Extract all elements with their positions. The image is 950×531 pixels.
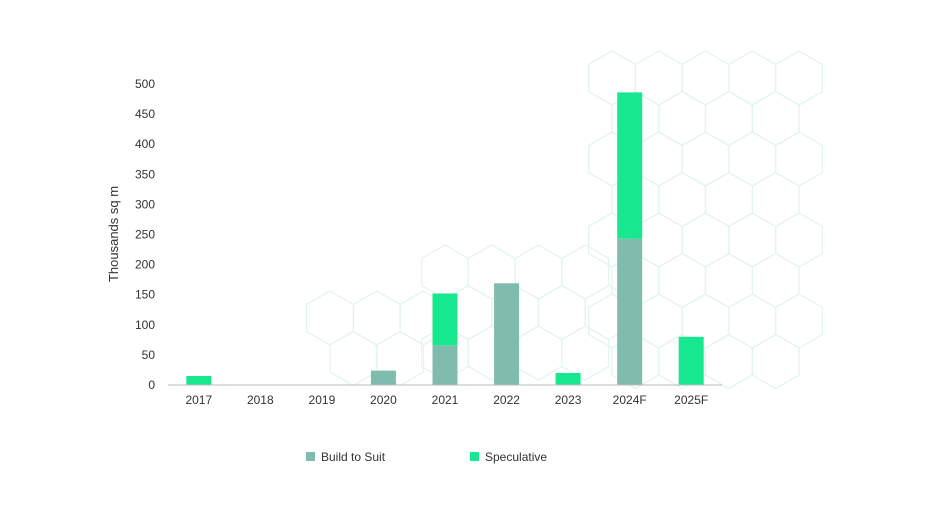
- y-tick-label: 450: [135, 107, 155, 121]
- hexagon-shape: [634, 293, 683, 349]
- legend-label: Build to Suit: [321, 450, 386, 464]
- hexagon-shape: [728, 50, 777, 106]
- bar-speculative-2024f: [617, 92, 643, 239]
- x-tick-label: 2024F: [613, 393, 647, 407]
- x-tick-label: 2018: [247, 393, 274, 407]
- hexagon-shape: [704, 252, 753, 309]
- legend-swatch: [306, 452, 315, 461]
- hexagon-shape: [728, 293, 777, 349]
- y-tick-label: 500: [135, 77, 155, 91]
- hexagon-shape: [775, 131, 824, 187]
- y-tick-label: 50: [142, 348, 156, 362]
- bar-speculative-2021: [432, 293, 458, 346]
- hexagon-shape: [681, 212, 730, 268]
- hexagon-shape: [561, 325, 610, 381]
- bar-speculative-2017: [186, 376, 212, 385]
- y-tick-label: 200: [135, 258, 155, 272]
- hexagon-shape: [728, 131, 777, 187]
- y-tick-label: 150: [135, 288, 155, 302]
- hexagon-shape: [306, 290, 354, 346]
- hexagon-shape: [751, 333, 800, 390]
- hexagon-shape: [634, 212, 683, 268]
- hexagon-shape: [329, 330, 378, 387]
- bar-build-to-suit-2020: [370, 370, 396, 385]
- hexagon-background-pattern: [306, 50, 824, 390]
- hexagon-shape: [751, 252, 800, 309]
- x-tick-label: 2019: [309, 393, 336, 407]
- y-tick-label: 400: [135, 137, 155, 151]
- bars-group: [186, 92, 704, 385]
- hexagon-shape: [537, 284, 586, 341]
- x-tick-label: 2017: [185, 393, 212, 407]
- hexagon-shape: [681, 50, 730, 106]
- bar-build-to-suit-2024f: [617, 238, 643, 385]
- y-tick-label: 0: [148, 378, 155, 392]
- legend-swatch: [470, 452, 479, 461]
- y-axis-ticks: 0 50 100 150 200 250 300 350 400 450 500: [135, 77, 155, 392]
- legend-label: Speculative: [485, 450, 547, 464]
- hexagon-shape: [751, 171, 800, 228]
- x-tick-label: 2022: [493, 393, 520, 407]
- bar-speculative-2023: [555, 373, 581, 385]
- hexagon-shape: [514, 244, 563, 300]
- hexagon-shape: [751, 90, 800, 147]
- y-axis-title: Thousands sq m: [106, 186, 121, 282]
- legend: Build to Suit Speculative: [306, 450, 547, 464]
- hexagon-shape: [704, 90, 753, 147]
- hexagon-shape: [421, 244, 469, 300]
- hexagon-shape: [704, 171, 753, 228]
- hexagon-shape: [634, 50, 683, 106]
- hexagon-shape: [775, 50, 824, 106]
- hexagon-shape: [775, 212, 824, 268]
- bar-build-to-suit-2021: [432, 345, 458, 385]
- hexagon-shape: [514, 325, 563, 381]
- hexagon-shape: [561, 244, 610, 300]
- hexagon-shape: [658, 252, 707, 309]
- hexagon-shape: [658, 90, 707, 147]
- x-tick-label: 2020: [370, 393, 397, 407]
- hexagon-shape: [728, 212, 777, 268]
- hexagon-shape: [352, 290, 401, 346]
- hexagon-shape: [634, 131, 683, 187]
- hexagon-shape: [775, 293, 824, 349]
- y-tick-label: 350: [135, 167, 155, 181]
- hexagon-shape: [658, 171, 707, 228]
- hexagon-shape: [704, 333, 753, 390]
- y-tick-label: 250: [135, 228, 155, 242]
- y-tick-label: 100: [135, 318, 155, 332]
- x-tick-label: 2025F: [674, 393, 708, 407]
- hexagon-shape: [681, 131, 730, 187]
- y-tick-label: 300: [135, 197, 155, 211]
- x-tick-label: 2023: [555, 393, 582, 407]
- x-tick-label: 2021: [432, 393, 459, 407]
- bar-build-to-suit-2022: [494, 283, 520, 385]
- bar-speculative-2025f: [678, 336, 704, 385]
- x-axis-ticks: 2017 2018 2019 2020 2021 2022 2023 2024F 2025F: [185, 393, 708, 407]
